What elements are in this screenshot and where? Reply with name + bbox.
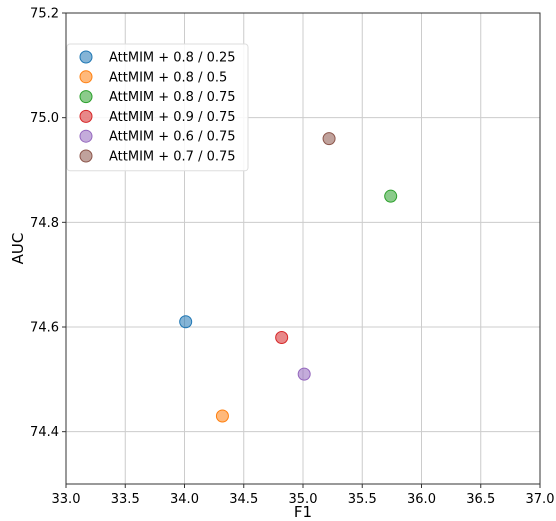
data-points (179, 132, 398, 423)
legend-box (66, 43, 249, 172)
x-tick-label: 35.5 (348, 492, 377, 507)
y-tick-label: 74.6 (30, 321, 59, 336)
legend-marker (79, 70, 93, 84)
x-axis-ticks: 33.0 33.5 34.0 34.5 35.0 35.5 36.0 36.5 37.0 (52, 484, 555, 507)
y-tick-label: 74.8 (30, 216, 59, 231)
y-tick-label: 75.2 (30, 7, 59, 22)
x-tick-label: 36.5 (466, 492, 495, 507)
x-tick-label: 35.0 (289, 492, 318, 507)
data-point (297, 367, 311, 381)
data-point (215, 409, 229, 423)
y-tick-label: 74.4 (30, 425, 59, 440)
data-point (179, 315, 193, 329)
x-tick-label: 37.0 (526, 492, 555, 507)
legend-marker (79, 129, 93, 143)
x-tick-label: 36.0 (407, 492, 436, 507)
legend: AttMIM + 0.8 / 0.25 AttMIM + 0.8 / 0.5 Att… (66, 43, 249, 172)
legend-label: AttMIM + 0.9 / 0.75 (109, 110, 236, 125)
legend-marker (79, 109, 93, 123)
y-axis-ticks: 74.4 74.6 74.8 75.0 75.2 (30, 7, 66, 440)
data-point (322, 132, 336, 146)
x-tick-label: 33.0 (52, 492, 81, 507)
x-axis-title: F1 (294, 503, 312, 521)
x-tick-label: 34.0 (170, 492, 199, 507)
x-tick-label: 34.5 (229, 492, 258, 507)
legend-label: AttMIM + 0.6 / 0.75 (109, 130, 236, 145)
legend-marker (79, 90, 93, 104)
legend-label: AttMIM + 0.8 / 0.25 (109, 51, 236, 66)
legend-marker (79, 149, 93, 163)
x-tick-label: 33.5 (111, 492, 140, 507)
legend-label: AttMIM + 0.8 / 0.75 (109, 90, 236, 105)
y-tick-label: 75.0 (30, 111, 59, 126)
legend-marker (79, 50, 93, 64)
legend-label: AttMIM + 0.7 / 0.75 (109, 150, 236, 165)
legend-label: AttMIM + 0.8 / 0.5 (109, 70, 227, 85)
y-axis-title: AUC (9, 233, 27, 265)
data-point (275, 330, 289, 344)
data-point (384, 189, 398, 203)
